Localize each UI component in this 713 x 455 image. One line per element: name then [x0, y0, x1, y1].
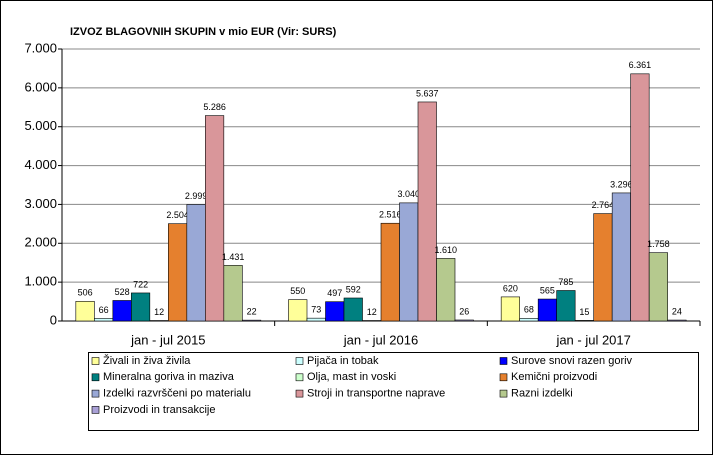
data-label: 68	[524, 305, 534, 315]
bar	[417, 101, 437, 322]
data-label: 3.040	[397, 189, 420, 199]
data-label: 12	[367, 307, 377, 317]
y-tick-label: 5.000	[24, 118, 57, 133]
data-label: 6.361	[629, 60, 652, 70]
legend-swatch	[91, 406, 100, 414]
data-label: 2.516	[379, 210, 402, 220]
bar	[500, 296, 520, 322]
legend-swatch	[499, 357, 508, 365]
data-label: 592	[346, 284, 361, 294]
legend-label: Stroji in transportne naprave	[307, 388, 445, 400]
x-tick-label: jan - jul 2017	[555, 332, 630, 347]
legend-swatch	[295, 357, 304, 365]
legend-swatch	[91, 389, 100, 398]
bar	[380, 222, 400, 322]
legend-swatch	[499, 389, 508, 398]
bar	[325, 301, 345, 322]
legend-label: Živali in živa živila	[103, 354, 191, 367]
chart-title: IZVOZ BLAGOVNIH SKUPIN v mio EUR (Vir: S…	[70, 26, 337, 38]
legend	[88, 352, 699, 431]
bar	[223, 265, 243, 322]
data-label: 26	[459, 306, 469, 316]
data-label: 12	[154, 307, 164, 317]
legend-label: Razni izdelki	[511, 388, 573, 400]
y-tick-label: 0	[50, 312, 57, 327]
data-label: 2.999	[185, 191, 208, 201]
bar	[94, 318, 114, 322]
data-label: 73	[311, 305, 321, 315]
y-tick-label: 4.000	[24, 157, 57, 172]
legend-swatch	[91, 373, 100, 382]
legend-swatch	[499, 373, 508, 382]
legend-label: Izdelki razvrščeni po materialu	[103, 388, 251, 400]
data-label: 722	[133, 279, 148, 289]
legend-label: Olja, mast in voski	[307, 371, 396, 383]
data-label: 1.610	[434, 245, 457, 255]
y-tick-label: 2.000	[24, 235, 57, 250]
bar	[667, 319, 687, 322]
data-label: 66	[99, 305, 109, 315]
bar	[593, 213, 613, 322]
data-label: 2.504	[166, 210, 189, 220]
data-label: 22	[247, 307, 257, 317]
legend-swatch	[295, 373, 304, 382]
data-label: 15	[579, 307, 589, 317]
bar	[131, 292, 151, 322]
legend-swatch	[91, 357, 100, 365]
bar	[436, 258, 456, 322]
x-tick-label: jan - jul 2015	[130, 332, 205, 347]
bar	[168, 223, 188, 322]
bar	[630, 73, 650, 322]
y-tick-label: 1.000	[24, 274, 57, 289]
data-label: 3.296	[610, 179, 633, 189]
data-label: 528	[115, 287, 130, 297]
y-tick-label: 6.000	[24, 79, 57, 94]
bar	[343, 297, 363, 322]
bar	[186, 204, 206, 322]
bar	[519, 318, 539, 322]
data-label: 2.764	[592, 200, 615, 210]
y-tick-label: 3.000	[24, 196, 57, 211]
bar	[399, 202, 419, 322]
data-label: 24	[672, 306, 682, 316]
legend-label: Surove snovi razen goriv	[511, 355, 633, 367]
bar	[112, 300, 132, 322]
bar	[574, 320, 594, 322]
bar	[205, 115, 225, 322]
bar	[454, 319, 474, 322]
bar	[556, 290, 576, 322]
bar	[611, 192, 631, 322]
data-label: 506	[78, 288, 93, 298]
data-label: 5.637	[416, 88, 439, 98]
data-label: 565	[540, 285, 555, 295]
data-label: 620	[503, 283, 518, 293]
bar	[648, 252, 668, 322]
legend-label: Mineralna goriva in maziva	[103, 371, 235, 383]
data-label: 785	[558, 277, 573, 287]
data-label: 1.758	[647, 239, 670, 249]
y-tick-label: 7.000	[24, 40, 57, 55]
legend-label: Proizvodi in transakcije	[103, 404, 216, 416]
bar	[306, 317, 326, 322]
x-tick-label: jan - jul 2016	[343, 332, 418, 347]
legend-label: Kemični proizvodi	[511, 371, 597, 383]
legend-label: Pijača in tobak	[307, 355, 379, 367]
data-label: 497	[327, 288, 342, 298]
bar	[288, 299, 308, 322]
data-label: 1.431	[222, 252, 245, 262]
bar	[537, 298, 557, 322]
data-label: 550	[290, 286, 305, 296]
bar	[242, 319, 262, 322]
data-label: 5.286	[203, 102, 226, 112]
bar	[75, 301, 95, 322]
legend-swatch	[295, 389, 304, 398]
